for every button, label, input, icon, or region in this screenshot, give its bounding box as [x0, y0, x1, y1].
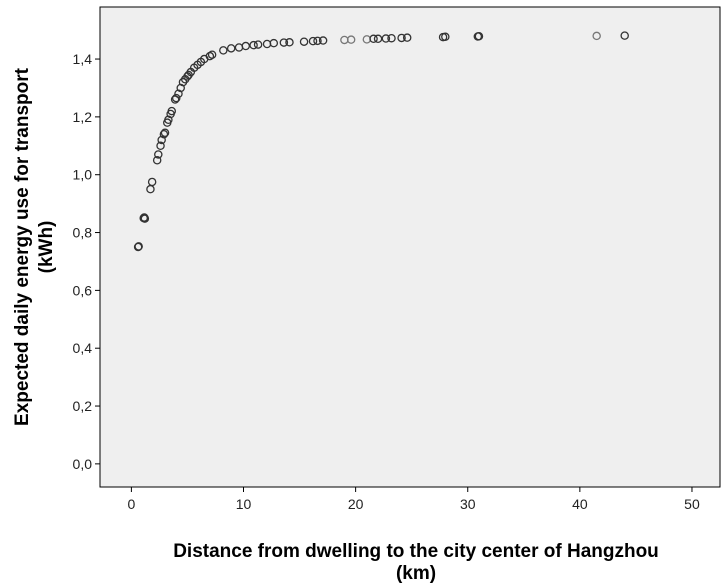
data-point: [156, 141, 165, 151]
data-point: [147, 177, 157, 187]
x-tick-label: 30: [460, 496, 476, 512]
x-tick-label: 20: [348, 496, 364, 512]
data-point: [167, 106, 177, 116]
data-point: [441, 32, 450, 42]
data-point: [171, 93, 181, 103]
data-point: [620, 31, 629, 40]
y-tick-label: 1,4: [73, 51, 93, 67]
data-point: [397, 33, 406, 43]
x-tick-label: 10: [236, 496, 252, 512]
data-point: [249, 40, 258, 50]
data-point: [279, 38, 289, 47]
y-axis-title-line1: Expected daily energy use for transport: [12, 67, 33, 426]
data-point: [346, 35, 356, 44]
x-axis-title-line1: Distance from dwelling to the city cente…: [173, 541, 659, 562]
x-axis: 0 10 20 30 40 50: [127, 487, 700, 512]
data-point: [134, 242, 143, 251]
y-axis: 0,0 0,2 0,4 0,6 0,8 1,0 1,2 1,4: [73, 51, 100, 472]
plot-area: [99, 6, 721, 488]
data-point: [159, 129, 169, 139]
y-tick-label: 0,8: [73, 225, 93, 241]
data-point: [160, 128, 170, 138]
data-points: [133, 31, 629, 252]
data-point: [205, 51, 215, 61]
data-point: [269, 38, 279, 48]
data-point: [241, 41, 251, 51]
y-tick-label: 1,2: [73, 109, 93, 125]
data-point: [285, 38, 294, 47]
y-tick-label: 0,6: [73, 282, 93, 298]
data-point: [207, 50, 217, 59]
x-tick-label: 40: [572, 496, 588, 512]
data-point: [226, 44, 236, 53]
y-tick-label: 0,4: [73, 340, 93, 356]
data-point: [154, 150, 163, 159]
data-point: [474, 31, 484, 41]
data-point: [402, 33, 412, 42]
data-point: [253, 40, 263, 49]
data-point: [299, 37, 309, 46]
x-axis-title-line2: (km): [396, 563, 436, 584]
x-tick-label: 0: [127, 496, 135, 512]
data-point: [219, 46, 228, 55]
data-point: [313, 36, 322, 46]
y-tick-label: 0,2: [73, 398, 93, 414]
y-tick-label: 0,0: [73, 456, 93, 472]
y-axis-title-line2: (kWh): [36, 221, 57, 274]
data-point: [381, 34, 391, 43]
data-point: [140, 214, 150, 223]
data-point: [318, 36, 328, 45]
data-point: [592, 31, 601, 41]
x-tick-label: 50: [684, 496, 700, 512]
y-tick-label: 1,0: [73, 167, 93, 183]
data-point: [152, 156, 162, 165]
data-point: [373, 34, 383, 44]
data-point: [308, 36, 318, 46]
data-point: [369, 34, 378, 44]
data-point: [387, 33, 396, 43]
